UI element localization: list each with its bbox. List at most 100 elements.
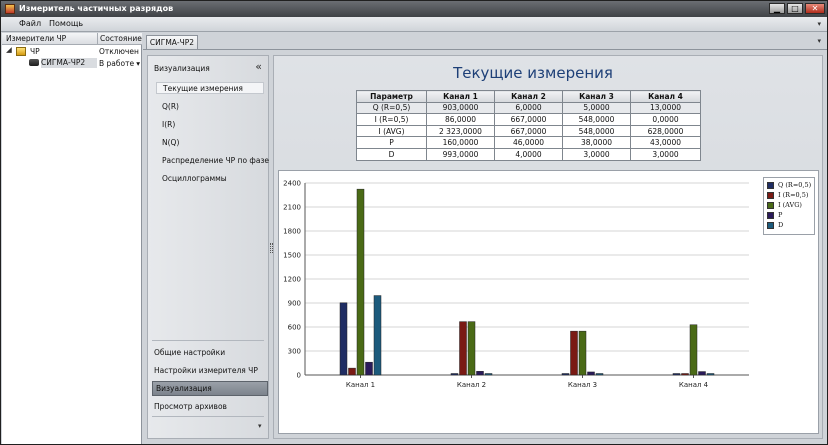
y-tick-label: 2100 xyxy=(283,204,301,212)
column-meters[interactable]: Измерители ЧР xyxy=(6,34,67,43)
bar-i-avg--3 xyxy=(578,330,587,376)
nav-item-nq[interactable]: N(Q) xyxy=(162,138,180,147)
table-row[interactable]: I (R=0,5) 86,0000 667,0000 548,0000 0,00… xyxy=(356,113,701,126)
table-cell: 3,0000 xyxy=(630,147,701,161)
bar-i-r-0-5--2 xyxy=(459,321,467,376)
table-cell: Q (R=0,5) xyxy=(356,101,427,115)
nav-meter-settings[interactable]: Настройки измерителя ЧР xyxy=(154,366,258,375)
y-tick-label: 600 xyxy=(288,324,301,332)
table-cell: 993,0000 xyxy=(426,147,495,161)
legend-swatch xyxy=(767,202,774,209)
table-row[interactable]: I (AVG) 2 323,0000 667,0000 548,0000 628… xyxy=(356,124,701,138)
main-area: СИГМА-ЧР2 ▾ Визуализация « Текущие измер… xyxy=(143,33,827,444)
expander-icon[interactable]: ◢ xyxy=(6,45,12,54)
bar-q-r-0-5--1 xyxy=(339,302,348,376)
tab-sigma[interactable]: СИГМА-ЧР2 xyxy=(146,35,198,50)
collapse-icon[interactable]: « xyxy=(255,60,262,73)
close-button[interactable]: ✕ xyxy=(805,3,825,14)
table-cell: 548,0000 xyxy=(562,113,631,126)
table-cell: I (R=0,5) xyxy=(356,113,427,126)
menu-file[interactable]: Файл xyxy=(19,19,42,28)
chart-legend: Q (R=0,5) I (R=0,5) I (AVG) P xyxy=(763,177,815,235)
bar-d-4 xyxy=(706,373,715,376)
table-cell: 667,0000 xyxy=(494,124,563,138)
nav-more-icon[interactable]: ▾ xyxy=(258,422,262,430)
bar-d-3 xyxy=(595,373,604,376)
measurements-table: Параметр Канал 1 Канал 2 Канал 3 Канал 4… xyxy=(356,90,701,161)
y-tick-label: 1500 xyxy=(283,252,301,260)
table-cell: 548,0000 xyxy=(562,124,631,138)
table-cell: 86,0000 xyxy=(426,113,495,126)
table-row[interactable]: Q (R=0,5) 903,0000 6,0000 5,0000 13,0000 xyxy=(356,101,701,115)
menu-bar: Файл Помощь ▾ xyxy=(1,17,827,32)
nav-general-settings[interactable]: Общие настройки xyxy=(154,348,226,357)
legend-swatch xyxy=(767,192,774,199)
legend-label: I (AVG) xyxy=(778,201,802,209)
table-cell: I (AVG) xyxy=(356,124,427,138)
col-channel-1: Канал 1 xyxy=(426,90,495,103)
menu-overflow-icon[interactable]: ▾ xyxy=(817,20,821,28)
x-tick-label: Канал 4 xyxy=(679,381,709,389)
page-title: Текущие измерения xyxy=(453,64,613,82)
bar-i-r-0-5--3 xyxy=(570,330,578,376)
bar-d-2 xyxy=(484,373,493,376)
y-tick-label: 300 xyxy=(288,348,301,356)
legend-item: P xyxy=(767,211,815,220)
table-cell: 903,0000 xyxy=(426,101,495,115)
legend-item: I (R=0,5) xyxy=(767,191,815,200)
menu-help[interactable]: Помощь xyxy=(49,19,84,28)
x-tick-label: Канал 2 xyxy=(457,381,486,389)
maximize-button[interactable]: □ xyxy=(787,3,803,14)
table-cell: 160,0000 xyxy=(426,136,495,149)
table-cell: 4,0000 xyxy=(494,147,563,161)
tree-row-name: ЧР xyxy=(30,47,40,56)
window-title: Измеритель частичных разрядов xyxy=(19,4,174,13)
table-cell: 38,0000 xyxy=(562,136,631,149)
nav-visualization[interactable]: Визуализация xyxy=(152,381,268,396)
nav-item-phase[interactable]: Распределение ЧР по фазе xyxy=(162,156,270,165)
legend-label: D xyxy=(778,221,784,229)
navigation-panel: Визуализация « Текущие измерения Q(R) I(… xyxy=(147,55,269,439)
bar-q-r-0-5--4 xyxy=(672,373,681,376)
tab-menu-icon[interactable]: ▾ xyxy=(817,37,821,45)
legend-item: I (AVG) xyxy=(767,201,815,210)
table-cell: 0,0000 xyxy=(630,113,701,126)
legend-item: Q (R=0,5) xyxy=(767,181,815,190)
bar-i-avg--1 xyxy=(356,188,365,376)
table-cell: 667,0000 xyxy=(494,113,563,126)
bar-p-2 xyxy=(476,371,484,376)
bar-p-3 xyxy=(587,371,595,376)
x-tick-label: Канал 3 xyxy=(568,381,597,389)
y-tick-label: 0 xyxy=(297,372,301,380)
table-row[interactable]: D 993,0000 4,0000 3,0000 3,0000 xyxy=(356,147,701,161)
table-cell: P xyxy=(356,136,427,149)
content-panel: Текущие измерения Параметр Канал 1 Канал… xyxy=(273,55,823,439)
col-channel-3: Канал 3 xyxy=(562,90,631,103)
legend-label: P xyxy=(778,211,783,219)
y-tick-label: 2400 xyxy=(283,180,301,188)
nav-item-qr[interactable]: Q(R) xyxy=(162,102,179,111)
tree-row-state: В работе xyxy=(99,59,135,68)
tree-row-chr[interactable]: ◢ ЧР Отключен xyxy=(2,46,142,57)
app-icon xyxy=(5,4,15,14)
column-state[interactable]: Состояние xyxy=(100,34,142,43)
minimize-button[interactable]: ▁ xyxy=(769,3,785,14)
splitter-handle[interactable] xyxy=(270,243,273,253)
title-bar[interactable]: Измеритель частичных разрядов ▁ □ ✕ xyxy=(1,1,827,17)
nav-item-ir[interactable]: I(R) xyxy=(162,120,176,129)
legend-item: D xyxy=(767,221,815,230)
table-row[interactable]: P 160,0000 46,0000 38,0000 43,0000 xyxy=(356,136,701,149)
table-cell: 5,0000 xyxy=(562,101,631,115)
bar-d-1 xyxy=(373,295,382,376)
y-tick-label: 1800 xyxy=(283,228,301,236)
tree-row-state: Отключен xyxy=(99,47,139,56)
chevron-down-icon[interactable]: ▾ xyxy=(136,59,140,68)
nav-item-oscillograms[interactable]: Осциллограммы xyxy=(162,174,227,183)
measurements-chart: 0 300 600 900 1200 1500 1800 2100 2400 Канал 1 Кан… xyxy=(278,170,819,434)
tree-row-sigma[interactable]: СИГМА-ЧР2 В работе ▾ xyxy=(2,58,142,69)
bar-p-4 xyxy=(698,371,706,376)
nav-archive[interactable]: Просмотр архивов xyxy=(154,402,227,411)
table-cell: 13,0000 xyxy=(630,101,701,115)
table-cell: 628,0000 xyxy=(630,124,701,138)
nav-item-current[interactable]: Текущие измерения xyxy=(156,82,264,94)
